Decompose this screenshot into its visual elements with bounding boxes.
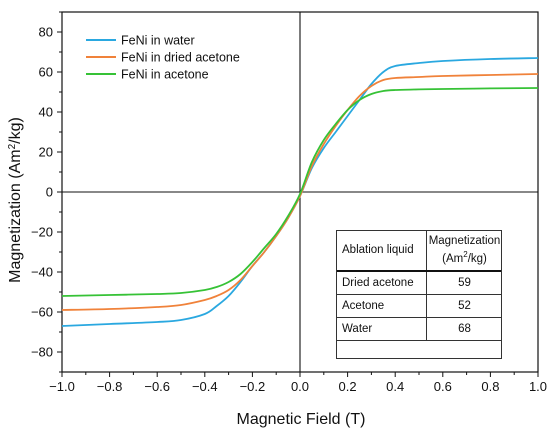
x-tick-label: 0.4 (386, 379, 404, 394)
y-axis-label-end: /kg) (7, 117, 24, 144)
table-header-row: Ablation liquid Magnetization (Am2/kg) (336, 230, 502, 272)
legend-label: FeNi in water (121, 34, 195, 48)
x-tick-label: −0.2 (240, 379, 266, 394)
x-tick-label: −0.6 (144, 379, 170, 394)
y-tick-label: −60 (31, 305, 53, 320)
x-tick-label: 0.0 (291, 379, 309, 394)
x-tick-label: 1.0 (529, 379, 547, 394)
x-axis-label: Magnetic Field (T) (237, 411, 366, 428)
table-row: Dried acetone 59 (336, 271, 502, 295)
table-frame (336, 230, 502, 359)
y-tick-label: 80 (39, 25, 53, 40)
table-header-liquid: Ablation liquid (336, 230, 427, 272)
x-tick-label: −1.0 (49, 379, 75, 394)
legend: FeNi in water FeNi in dried acetone FeNi i… (86, 34, 240, 82)
y-axis-label: Magnetization (Am2/kg) (7, 117, 25, 283)
y-axis-label-sup: 2 (7, 143, 18, 149)
table-header-unit-post: /kg) (467, 252, 487, 265)
table-row: Water 68 (336, 317, 502, 341)
table-cell-value: 68 (426, 317, 502, 341)
y-tick-label: −20 (31, 225, 53, 240)
x-tick-label: −0.4 (192, 379, 218, 394)
table-header-unit-pre: (Am (442, 252, 464, 265)
y-tick-label: −40 (31, 265, 53, 280)
legend-label: FeNi in acetone (121, 68, 209, 82)
table-header-magnetization-title: Magnetization (428, 235, 501, 248)
x-tick-label: 0.6 (434, 379, 452, 394)
y-tick-label: −80 (31, 345, 53, 360)
table-row: Acetone 52 (336, 294, 502, 318)
table-cell-liquid: Water (336, 317, 427, 341)
x-tick-label: 0.8 (481, 379, 499, 394)
axis-ticks: −1.0 −0.8 −0.6 −0.4 −0.2 0.0 0.2 0.4 0.6 0.8 1.0 −8… (31, 11, 547, 394)
series-group (61, 57, 539, 327)
table-header-magnetization: Magnetization (Am2/kg) (426, 230, 502, 272)
series-line-2 (61, 87, 539, 297)
x-tick-label: −0.8 (97, 379, 123, 394)
table-cell-value: 59 (426, 271, 502, 295)
table-cell-liquid: Dried acetone (336, 271, 427, 295)
table-header-unit-sup: 2 (463, 250, 468, 260)
y-tick-label: 40 (39, 105, 53, 120)
x-tick-label: 0.2 (339, 379, 357, 394)
y-tick-label: 0 (46, 185, 53, 200)
table-cell-liquid: Acetone (336, 294, 427, 318)
magnetization-table: Ablation liquid Magnetization (Am2/kg) D… (336, 230, 502, 341)
table-cell-value: 52 (426, 294, 502, 318)
y-axis-label-main: Magnetization (Am (7, 149, 24, 282)
legend-label: FeNi in dried acetone (121, 51, 240, 65)
y-tick-label: 60 (39, 65, 53, 80)
y-tick-label: 20 (39, 145, 53, 160)
